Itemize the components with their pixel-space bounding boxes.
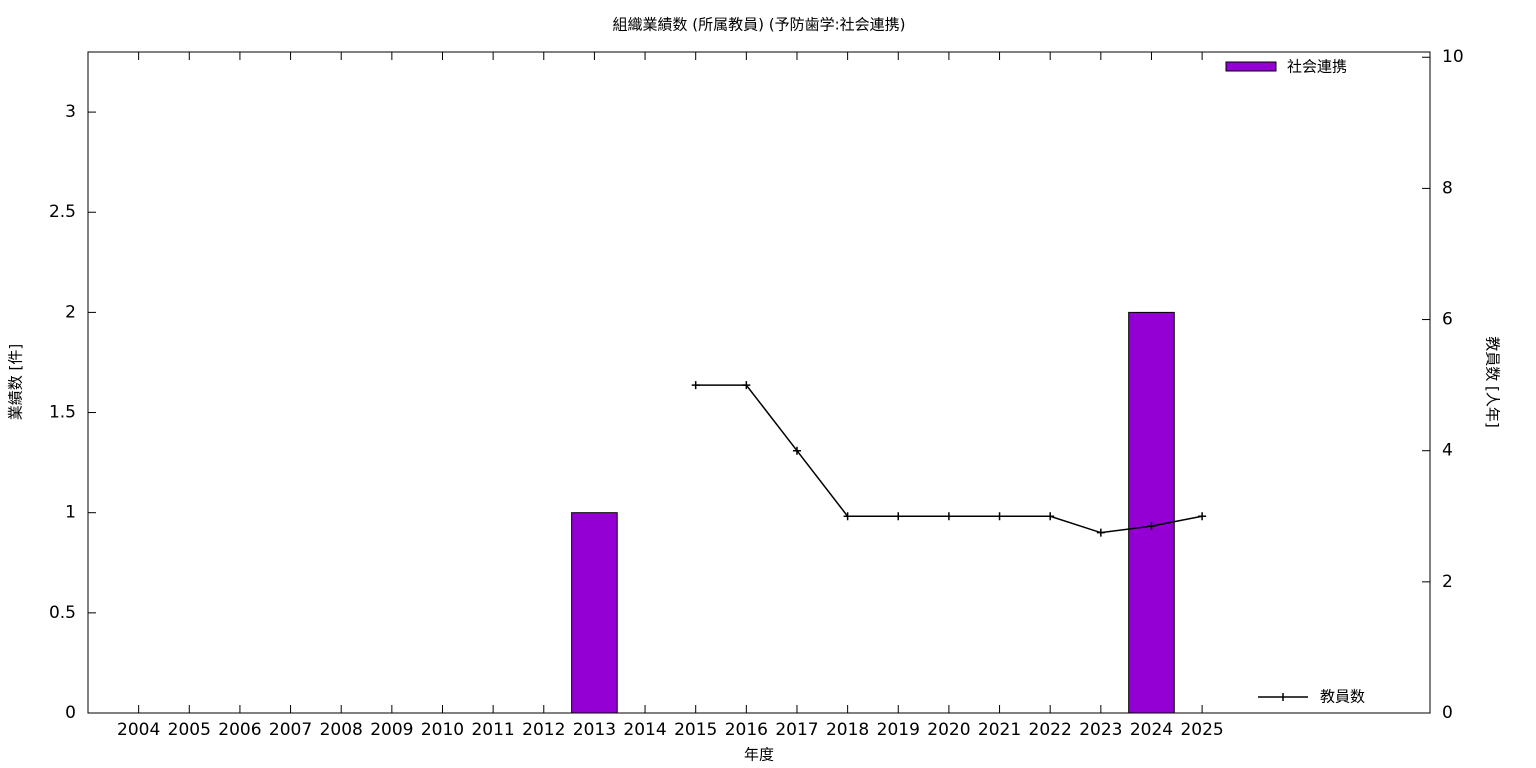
y-tick-label: 0 bbox=[65, 703, 76, 723]
x-tick-label: 2015 bbox=[674, 720, 717, 740]
x-tick-label: 2009 bbox=[370, 720, 413, 740]
x-tick-label: 2011 bbox=[471, 720, 514, 740]
legend-swatch bbox=[1225, 61, 1277, 72]
y2-tick-label: 2 bbox=[1442, 572, 1453, 592]
y-tick-label: 1.5 bbox=[49, 403, 76, 423]
x-tick-label: 2004 bbox=[117, 720, 160, 740]
point bbox=[742, 381, 751, 390]
y2-tick-label: 0 bbox=[1442, 703, 1453, 723]
x-tick-label: 2010 bbox=[421, 720, 464, 740]
y2-axis-label: 教員数 [人年] bbox=[1484, 336, 1502, 427]
y-tick-label: 2 bbox=[65, 302, 76, 322]
point bbox=[944, 512, 953, 521]
legend-label: 社会連携 bbox=[1287, 58, 1347, 76]
y2-tick-label: 10 bbox=[1442, 47, 1464, 67]
legend-swatch bbox=[1258, 693, 1308, 701]
y2-tick-label: 8 bbox=[1442, 178, 1453, 198]
point bbox=[894, 512, 903, 521]
point bbox=[1147, 522, 1156, 531]
point bbox=[843, 512, 852, 521]
x-tick-label: 2019 bbox=[877, 720, 920, 740]
x-tick-label: 2014 bbox=[623, 720, 666, 740]
point bbox=[1046, 512, 1055, 521]
x-tick-label: 2008 bbox=[320, 720, 363, 740]
point bbox=[792, 446, 801, 455]
point bbox=[1198, 512, 1207, 521]
bar bbox=[571, 512, 618, 714]
x-tick-label: 2020 bbox=[927, 720, 970, 740]
y-tick-label: 0.5 bbox=[49, 603, 76, 623]
point bbox=[1096, 528, 1105, 537]
point bbox=[995, 512, 1004, 521]
bar bbox=[1128, 311, 1175, 714]
x-tick-label: 2012 bbox=[522, 720, 565, 740]
y-tick-label: 2.5 bbox=[49, 202, 76, 222]
x-tick-label: 2021 bbox=[978, 720, 1021, 740]
y-tick-label: 3 bbox=[65, 102, 76, 122]
chart-title: 組織業績数 (所属教員) (予防歯学:社会連携) bbox=[613, 16, 906, 34]
plot-frame bbox=[87, 51, 1431, 714]
x-tick-label: 2005 bbox=[168, 720, 211, 740]
x-tick-label: 2017 bbox=[775, 720, 818, 740]
x-tick-label: 2013 bbox=[573, 720, 616, 740]
x-axis-label: 年度 bbox=[744, 746, 774, 764]
x-tick-label: 2024 bbox=[1130, 720, 1173, 740]
x-tick-label: 2025 bbox=[1180, 720, 1223, 740]
point bbox=[691, 381, 700, 390]
x-tick-label: 2006 bbox=[218, 720, 261, 740]
x-tick-label: 2018 bbox=[826, 720, 869, 740]
y-axis-label: 業績数 [件] bbox=[7, 344, 25, 420]
y2-tick-label: 6 bbox=[1442, 310, 1453, 330]
x-tick-label: 2022 bbox=[1029, 720, 1072, 740]
x-tick-label: 2007 bbox=[269, 720, 312, 740]
y-tick-label: 1 bbox=[65, 503, 76, 523]
x-tick-label: 2023 bbox=[1079, 720, 1122, 740]
legend-label: 教員数 bbox=[1320, 688, 1365, 706]
y2-tick-label: 4 bbox=[1442, 441, 1453, 461]
x-tick-label: 2016 bbox=[725, 720, 768, 740]
